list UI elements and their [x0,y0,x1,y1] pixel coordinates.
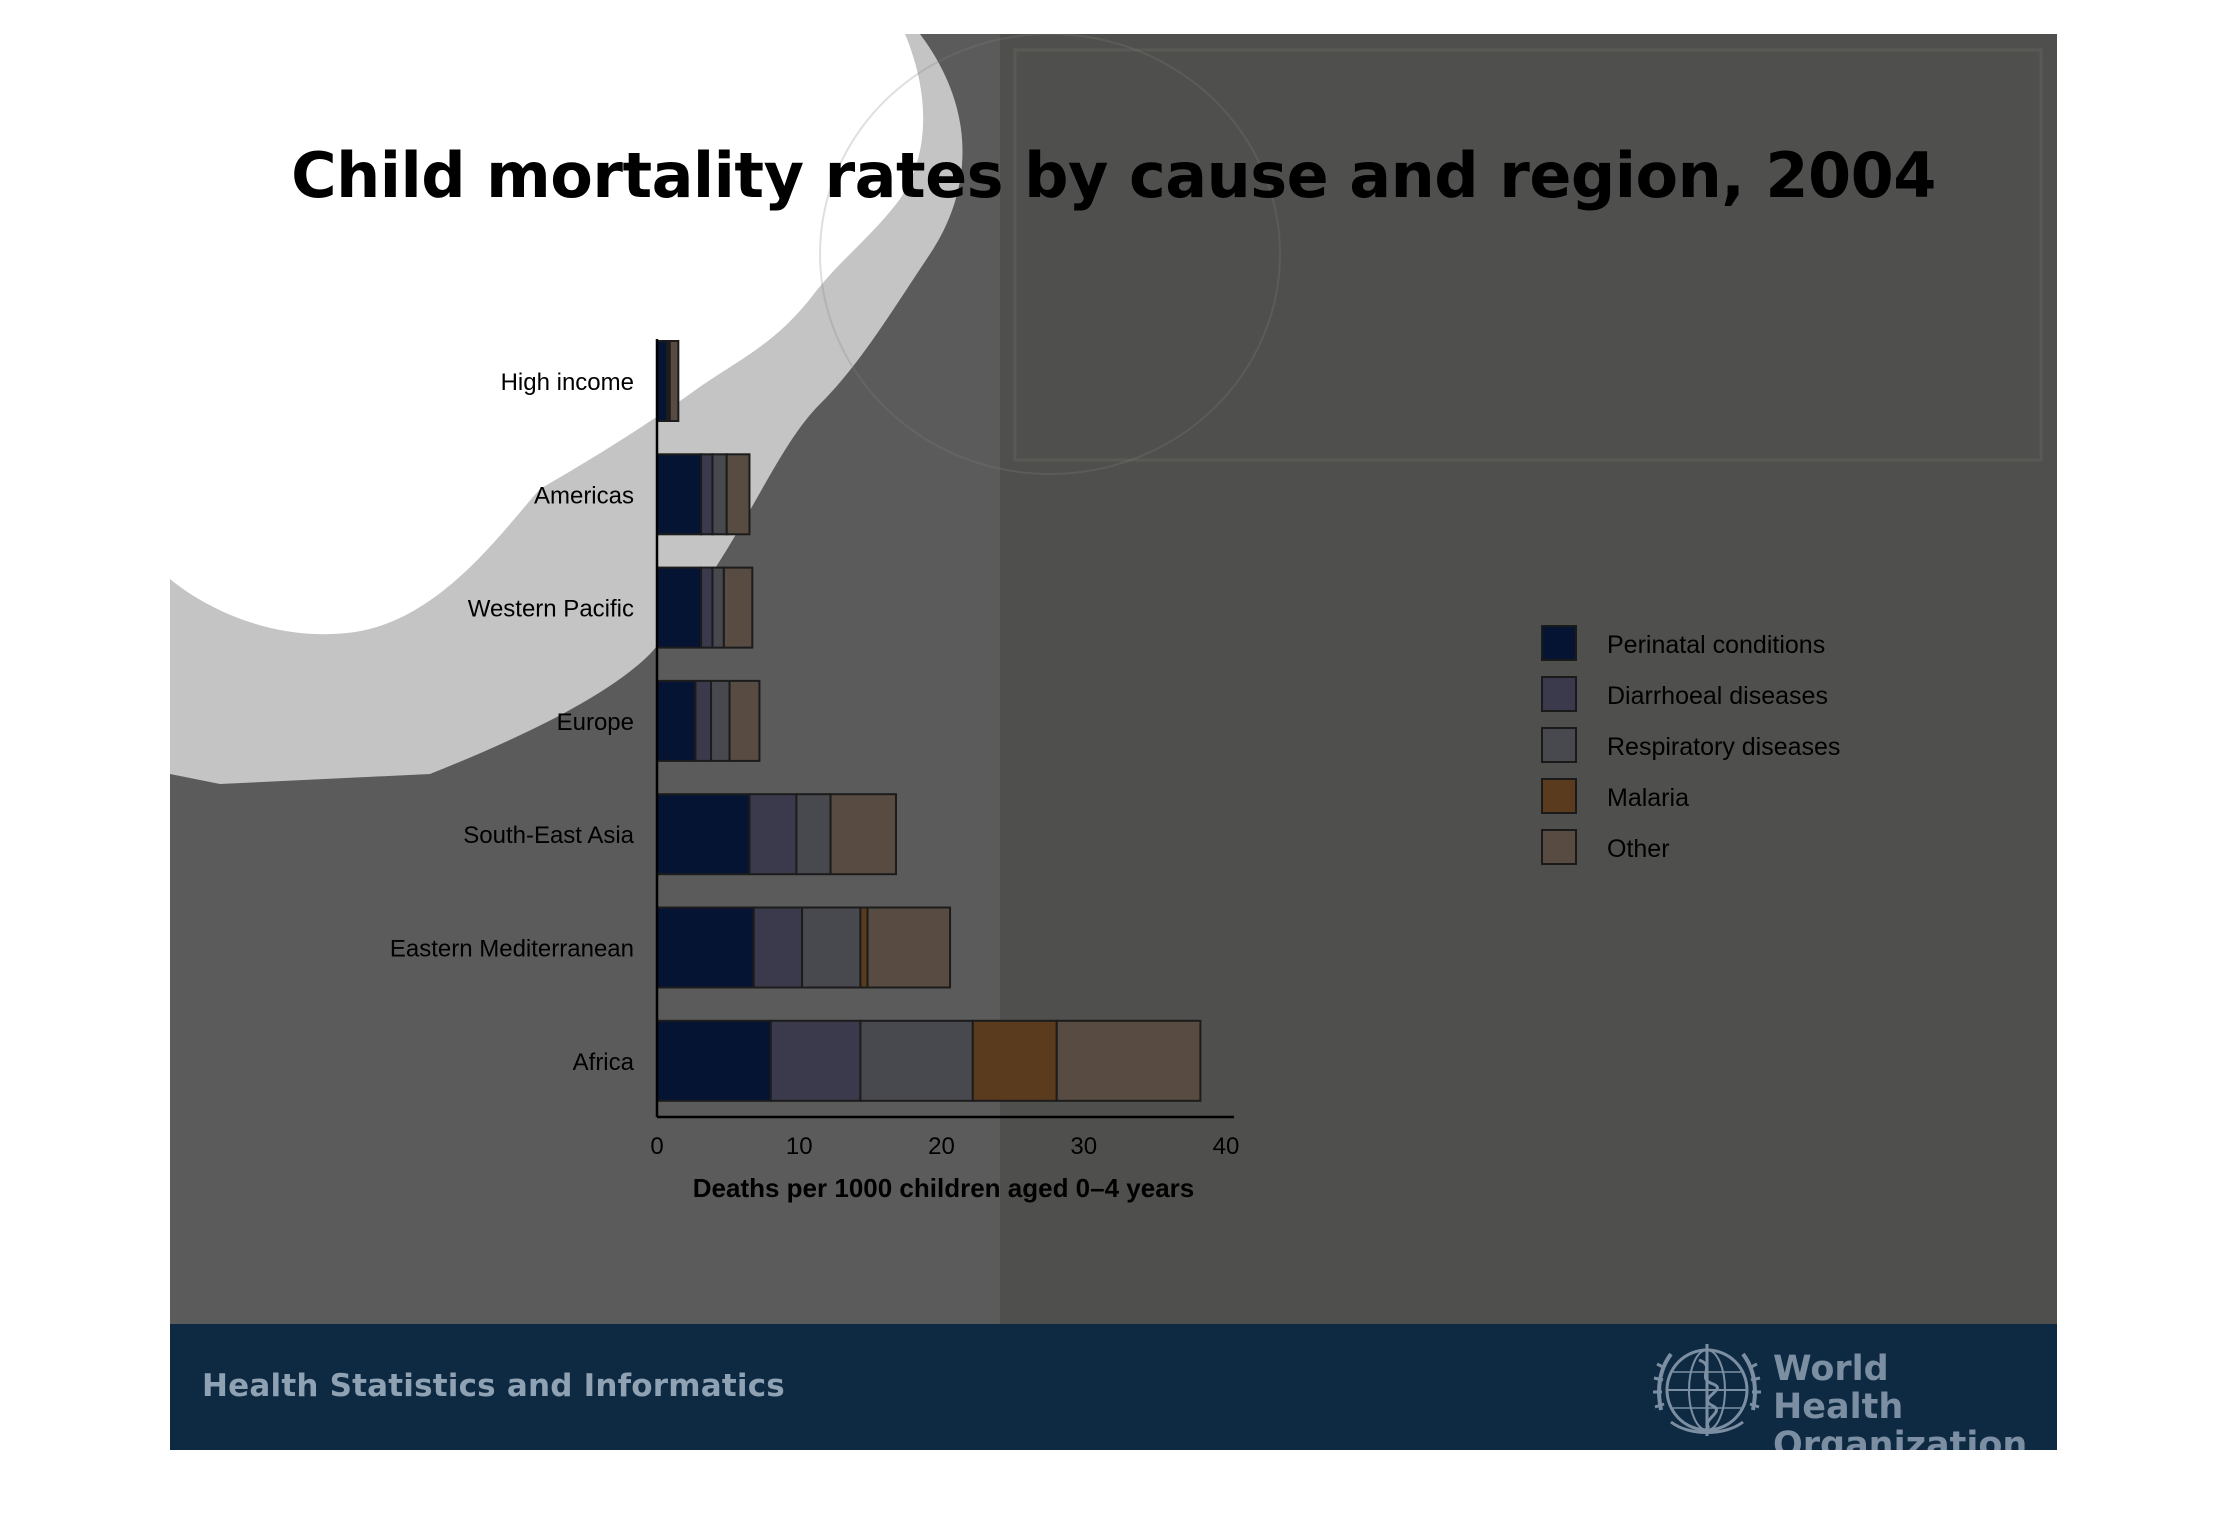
bar-segment [711,453,728,536]
footer-text: Health Statistics and Informatics [202,1368,785,1404]
legend-swatch [1541,625,1577,661]
globe-watermark [819,34,1281,475]
footer-bar: Health Statistics and Informatics World … [170,1324,2057,1450]
bar-segment [728,679,761,762]
legend-label: Other [1607,835,1670,863]
x-ticks: 0 10 20 30 40 [650,1133,1239,1160]
bar-segment [656,1019,772,1102]
category-label: Europe [557,709,634,736]
category-label: Eastern Mediterranean [390,936,634,963]
who-name: World Health Organization [1773,1350,2027,1450]
background-shapes [170,34,2057,1450]
bar-segment [656,340,668,422]
category-label: High income [501,369,634,396]
legend-label: Perinatal conditions [1607,631,1825,659]
x-tick-label: 0 [650,1133,663,1160]
bar-segment [656,906,755,989]
bar-segment [711,566,725,649]
bar-segment [656,453,703,536]
category-label: South-East Asia [463,822,634,849]
bar-segment [656,679,697,762]
category-label: Western Pacific [468,596,634,623]
slide: High income Americas Western Pacific Europe… [170,34,2057,1450]
bar-segment [971,1019,1058,1102]
x-tick-label: 40 [1213,1133,1240,1160]
white-cloud-shape [170,34,924,635]
x-axis-title: Deaths per 1000 children aged 0–4 years [693,1173,1195,1203]
legend-swatch [1541,778,1577,814]
who-name-line2: Organization [1773,1425,2028,1450]
chart: High income Americas Western Pacific Europe… [390,339,1840,1203]
bar-segment [859,1019,974,1102]
bar-segment [769,1019,862,1102]
x-tick-label: 20 [928,1133,955,1160]
bar-segment [710,679,731,762]
legend: Perinatal conditions Diarrhoeal diseases R… [1541,625,1840,865]
x-tick-label: 30 [1070,1133,1097,1160]
bar-segment [829,793,897,876]
category-labels: High income Americas Western Pacific Europe… [390,369,635,1076]
who-logo: World Health Organization [1651,1340,2027,1450]
bar-segment [700,566,714,649]
legend-swatch [1541,676,1577,712]
bar-segment [656,793,751,876]
bar-segment [748,793,798,876]
bar-segment [866,906,952,989]
bar-segment [722,566,754,649]
bar-segment [1055,1019,1202,1102]
legend-label: Diarrhoeal diseases [1607,682,1828,710]
x-tick-label: 10 [786,1133,813,1160]
legend-swatch [1541,829,1577,865]
panel-frame [1013,48,2043,462]
legend-label: Respiratory diseases [1607,733,1840,761]
bar-segment [668,340,680,422]
legend-label: Malaria [1607,784,1689,812]
chart-title: Child mortality rates by cause and regio… [291,139,1936,212]
category-label: Africa [573,1049,635,1076]
bars-group [656,340,1202,1102]
bar-segment [752,906,804,989]
category-label: Americas [534,482,634,509]
bar-segment [694,679,713,762]
bar-segment [859,906,869,989]
who-emblem-icon [1653,1344,1761,1436]
upper-dark-panel [1000,34,2057,1450]
bar-segment [725,453,751,536]
bar-segment [656,566,703,649]
who-name-line1: World Health [1773,1349,1904,1427]
bar-segment [795,793,832,876]
legend-swatch [1541,727,1577,763]
bar-segment [700,453,714,536]
bar-segment [801,906,862,989]
